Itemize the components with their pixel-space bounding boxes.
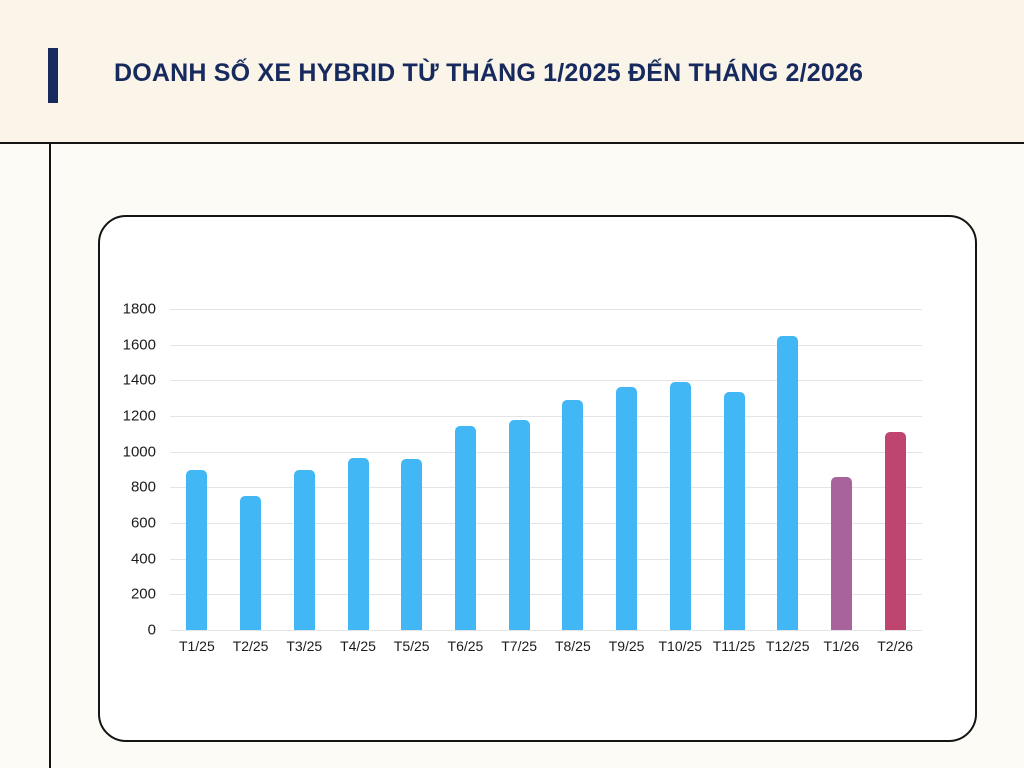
x-axis-label-t12-25: T12/25 [765, 638, 810, 654]
bar-t3-25 [293, 470, 315, 630]
y-axis-tick-200: 200 [130, 585, 156, 603]
x-axis-label-t5-25: T5/25 [393, 638, 430, 654]
bar-t4-25 [347, 457, 369, 630]
x-axis-label-t9-25: T9/25 [608, 638, 645, 654]
x-axis-label-t1-25: T1/25 [178, 638, 215, 654]
bar-t1-25 [186, 469, 208, 630]
x-axis-label-t7-25: T7/25 [501, 638, 538, 654]
gridline-1200 [170, 416, 922, 417]
y-axis-tick-0: 0 [147, 621, 156, 639]
gridline-1000 [170, 451, 922, 453]
x-axis-label-t8-25: T8/25 [554, 638, 591, 654]
bar-t12-25 [777, 335, 799, 630]
horizontal-divider [0, 142, 1024, 144]
title-accent-bar [48, 48, 58, 103]
gridline-1400 [170, 380, 922, 382]
x-axis-label-t4-25: T4/25 [340, 638, 376, 654]
gridline-0 [170, 630, 922, 631]
x-axis-label-t2-25: T2/25 [232, 638, 269, 654]
x-axis-label-t6-25: T6/25 [447, 638, 484, 654]
bar-t6-25 [454, 425, 476, 630]
bar-t8-25 [562, 399, 584, 630]
y-axis-tick-800: 800 [130, 478, 156, 496]
bar-chart-plot-area: 0 200 400 600 800 1000 1200 1400 1600 1800 T1/25 T2… [123, 301, 922, 654]
bar-t2-26 [884, 432, 906, 630]
x-axis-label-t10-25: T10/25 [658, 638, 703, 654]
title-band [0, 0, 1024, 142]
gridline-600 [170, 523, 922, 524]
vertical-rule [49, 144, 51, 768]
gridline-800 [170, 487, 922, 489]
x-axis-label-t11-25: T11/25 [712, 638, 756, 654]
bar-t11-25 [723, 391, 745, 630]
y-axis-tick-600: 600 [130, 514, 156, 532]
y-axis-tick-1600: 1600 [122, 336, 156, 354]
bar-t5-25 [401, 458, 423, 630]
y-axis-tick-1200: 1200 [122, 407, 156, 425]
gridline-200 [170, 594, 922, 596]
y-axis-tick-1800: 1800 [122, 300, 156, 318]
bar-t2-25 [240, 496, 262, 630]
x-axis-label-t1-26: T1/26 [823, 638, 860, 654]
y-axis-tick-400: 400 [130, 550, 156, 568]
gridline-400 [170, 558, 922, 560]
gridline-1800 [170, 309, 922, 310]
bar-t7-25 [508, 419, 530, 630]
y-axis-tick-1400: 1400 [122, 371, 156, 389]
bar-t10-25 [669, 382, 691, 630]
y-axis-tick-1000: 1000 [122, 443, 156, 461]
x-axis-label-t2-26: T2/26 [877, 638, 914, 654]
gridline-1600 [170, 344, 922, 346]
x-axis-label-t3-25: T3/25 [286, 638, 323, 654]
bar-t9-25 [616, 386, 638, 630]
page-title: DOANH SỐ XE HYBRID TỪ THÁNG 1/2025 ĐẾN T… [114, 59, 864, 87]
chart-card: 0 200 400 600 800 1000 1200 1400 1600 1800 T1/25 T2… [98, 215, 977, 742]
bar-t1-26 [830, 476, 852, 630]
